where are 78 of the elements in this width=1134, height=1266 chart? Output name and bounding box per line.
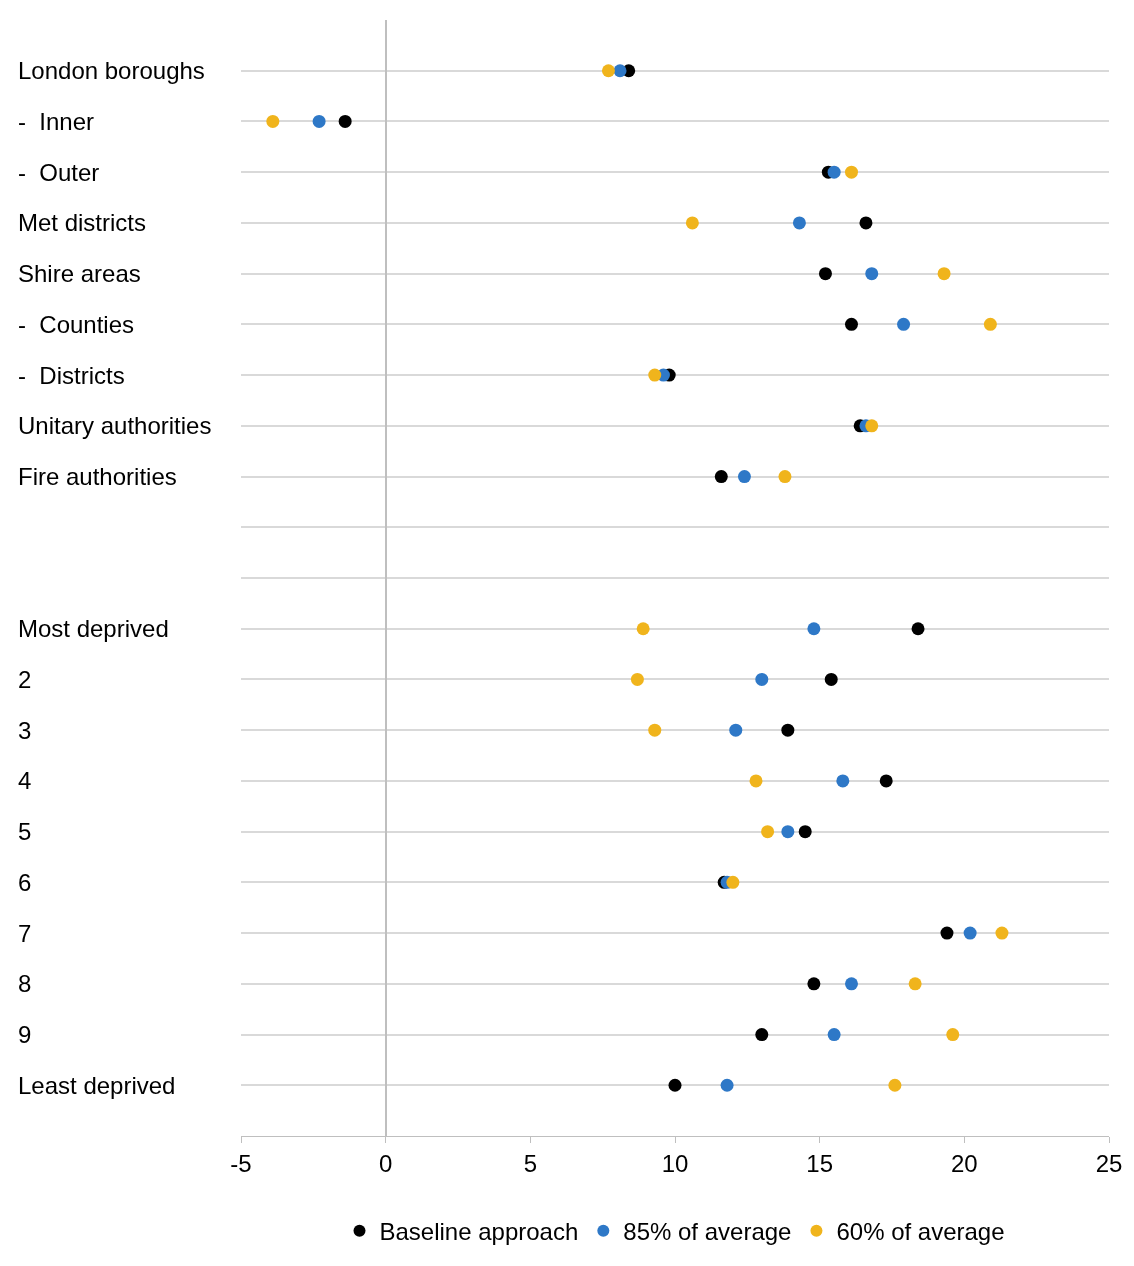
point [824, 672, 838, 686]
point [807, 977, 821, 991]
point [648, 368, 662, 382]
point [908, 977, 922, 991]
point [845, 317, 858, 331]
y-tick-label: 6 [18, 869, 32, 896]
y-tick-label: Met districts [18, 209, 147, 236]
point [836, 774, 850, 788]
point [827, 165, 841, 179]
point [755, 672, 769, 686]
y-tick-label: 7 [18, 920, 32, 947]
point [937, 267, 951, 281]
point [726, 875, 740, 889]
y-tick-label: 4 [18, 767, 32, 794]
point [911, 622, 925, 636]
point [312, 114, 326, 128]
y-tick-label: 3 [18, 717, 32, 744]
point [749, 774, 763, 788]
point [888, 1078, 902, 1092]
point [827, 1028, 841, 1042]
x-tick-label: 0 [378, 1149, 393, 1177]
point [792, 216, 806, 230]
point [798, 825, 812, 839]
point [714, 470, 728, 484]
point [636, 622, 650, 636]
point [720, 1078, 734, 1092]
point [761, 825, 775, 839]
point [946, 1028, 960, 1042]
point [613, 64, 627, 78]
point [737, 470, 751, 484]
y-tick-label: - Districts [18, 362, 125, 389]
point [859, 216, 873, 230]
point [807, 622, 821, 636]
y-tick-label: Most deprived [18, 615, 169, 642]
y-tick-label: Least deprived [18, 1072, 176, 1099]
point [685, 216, 699, 230]
legend-label: 85% of average [623, 1218, 792, 1245]
y-tick-label: London boroughs [18, 57, 205, 84]
y-tick-label: 2 [18, 666, 32, 693]
x-tick-label: 20 [950, 1149, 978, 1177]
point [729, 723, 743, 737]
y-tick-label: Fire authorities [18, 463, 177, 490]
point [266, 114, 280, 128]
point [778, 470, 792, 484]
x-tick-label: 25 [1095, 1149, 1123, 1177]
y-tick-label: - Counties [18, 311, 135, 338]
point [963, 926, 977, 940]
y-tick-label: 9 [18, 1021, 32, 1048]
y-tick-label: 5 [18, 818, 32, 845]
point [781, 825, 795, 839]
point [897, 317, 911, 331]
x-tick-label: 10 [661, 1149, 689, 1177]
y-tick-label: - Inner [18, 108, 95, 135]
point [818, 267, 832, 281]
y-tick-label: Unitary authorities [18, 412, 212, 439]
y-tick-label: 8 [18, 970, 32, 997]
x-tick-label: 5 [523, 1149, 538, 1177]
point [668, 1078, 682, 1092]
point [879, 774, 893, 788]
point [755, 1028, 769, 1042]
point [865, 267, 879, 281]
y-tick-label: Shire areas [18, 260, 141, 287]
point [338, 114, 352, 128]
point [845, 165, 858, 179]
point [940, 926, 954, 940]
point [845, 977, 858, 991]
point [630, 672, 644, 686]
point [781, 723, 795, 737]
legend-label: 60% of average [836, 1218, 1005, 1245]
x-tick-label: -5 [230, 1149, 252, 1177]
point [865, 419, 879, 433]
point [648, 723, 662, 737]
point [983, 317, 997, 331]
point [995, 926, 1009, 940]
point [601, 64, 615, 78]
x-tick-label: 15 [806, 1149, 834, 1177]
legend-label: Baseline approach [379, 1218, 579, 1245]
y-tick-label: - Outer [18, 159, 100, 186]
